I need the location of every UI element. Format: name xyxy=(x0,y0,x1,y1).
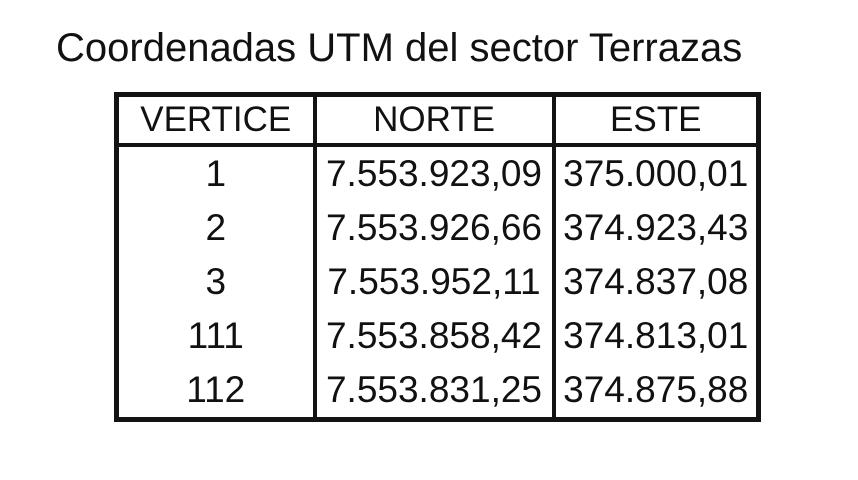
column-header-vertice: VERTICE xyxy=(114,92,317,147)
column-header-este: ESTE xyxy=(551,92,761,147)
table-row: 3 7.553.952,11 374.837,08 xyxy=(114,255,761,309)
cell-este: 374.813,01 xyxy=(551,309,761,363)
cell-norte: 7.553.858,42 xyxy=(312,309,556,363)
table-row: 2 7.553.926,66 374.923,43 xyxy=(114,201,761,255)
table-row: 111 7.553.858,42 374.813,01 xyxy=(114,309,761,363)
cell-este: 374.923,43 xyxy=(551,201,761,255)
cell-vertice: 112 xyxy=(114,363,317,420)
cell-norte: 7.553.923,09 xyxy=(312,145,556,201)
page: Coordenadas UTM del sector Terrazas VERT… xyxy=(0,24,858,422)
header-row: VERTICE NORTE ESTE xyxy=(114,92,761,147)
cell-vertice: 1 xyxy=(114,145,317,201)
cell-este: 375.000,01 xyxy=(551,145,761,201)
cell-vertice: 2 xyxy=(114,201,317,255)
cell-norte: 7.553.926,66 xyxy=(312,201,556,255)
cell-vertice: 111 xyxy=(114,309,317,363)
column-header-norte: NORTE xyxy=(312,92,556,147)
cell-este: 374.837,08 xyxy=(551,255,761,309)
utm-coordinates-table: VERTICE NORTE ESTE 1 7.553.923,09 375.00… xyxy=(114,92,761,422)
cell-este: 374.875,88 xyxy=(551,363,761,420)
cell-vertice: 3 xyxy=(114,255,317,309)
table-row: 112 7.553.831,25 374.875,88 xyxy=(114,363,761,420)
cell-norte: 7.553.952,11 xyxy=(312,255,556,309)
page-title: Coordenadas UTM del sector Terrazas xyxy=(56,26,743,70)
table-row: 1 7.553.923,09 375.000,01 xyxy=(114,145,761,201)
cell-norte: 7.553.831,25 xyxy=(312,363,556,420)
